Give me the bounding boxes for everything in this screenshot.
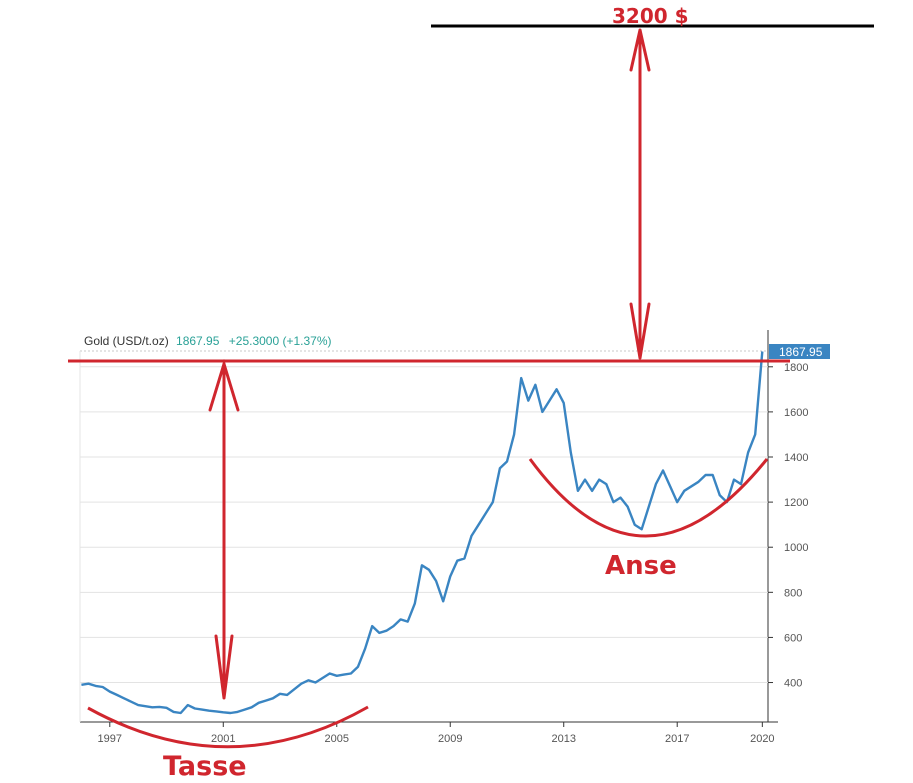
y-tick-label: 1800 xyxy=(784,362,808,374)
gold-price-series-line xyxy=(81,351,764,715)
y-tick-label: 400 xyxy=(784,678,802,690)
instrument-label: Gold (USD/t.oz) xyxy=(84,334,169,348)
cup-curve xyxy=(87,705,369,749)
target-arrow xyxy=(629,28,651,360)
y-tick-label: 1200 xyxy=(784,497,808,509)
x-tick-labels: 1997 2001 2005 2009 2013 2017 2020 xyxy=(98,722,775,745)
x-tick-label: 1997 xyxy=(98,733,122,745)
price-badge-label: 1867.95 xyxy=(779,345,823,359)
price-badge xyxy=(769,344,830,359)
x-tick-label: 2020 xyxy=(750,733,774,745)
x-tick-label: 2005 xyxy=(325,733,349,745)
y-tick-label: 1400 xyxy=(784,452,808,464)
gridlines xyxy=(80,366,768,684)
y-tick-label: 1000 xyxy=(784,542,808,554)
target-label: 3200 $ xyxy=(612,4,689,28)
header-change: +25.3000 (+1.37%) xyxy=(229,334,332,348)
y-tick-label: 600 xyxy=(784,632,802,644)
chart-header: Gold (USD/t.oz) 1867.95 +25.3000 (+1.37%… xyxy=(84,334,332,348)
x-tick-label: 2013 xyxy=(551,733,575,745)
y-tick-label: 1600 xyxy=(784,407,808,419)
y-tick-label: 800 xyxy=(784,587,802,599)
cup-label: Tasse xyxy=(163,751,247,782)
y-tick-labels: 400 600 800 1000 1200 1400 1600 1800 xyxy=(768,362,808,690)
cup-height-arrow xyxy=(208,358,240,700)
header-price: 1867.95 xyxy=(176,334,220,348)
x-tick-label: 2001 xyxy=(211,733,235,745)
x-tick-label: 2009 xyxy=(438,733,462,745)
handle-label: Anse xyxy=(605,551,677,581)
handle-curve xyxy=(528,458,769,538)
x-tick-label: 2017 xyxy=(665,733,689,745)
